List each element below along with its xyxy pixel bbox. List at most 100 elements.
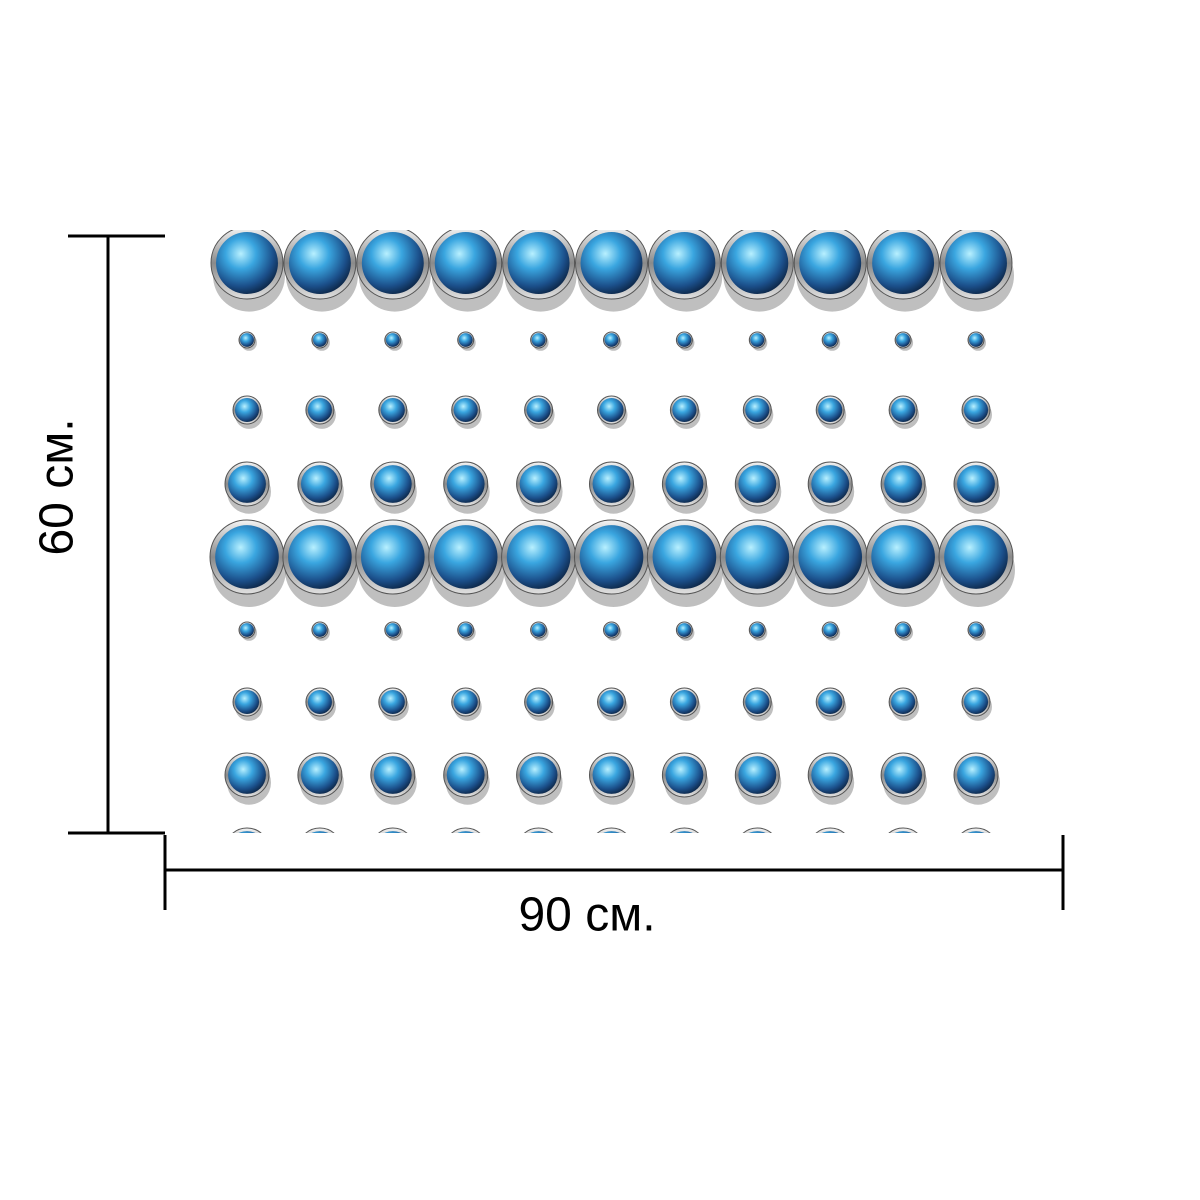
gem bbox=[677, 623, 692, 637]
gem bbox=[798, 525, 863, 589]
gem bbox=[385, 333, 400, 347]
gem bbox=[300, 756, 339, 794]
gem bbox=[872, 232, 935, 294]
gem bbox=[446, 465, 485, 503]
gem bbox=[894, 831, 912, 833]
gem bbox=[433, 525, 498, 589]
gem bbox=[526, 689, 551, 715]
gem bbox=[967, 831, 985, 833]
gem bbox=[526, 397, 551, 423]
gem bbox=[373, 465, 412, 503]
gem bbox=[818, 397, 843, 423]
gem bbox=[228, 465, 266, 503]
gem bbox=[216, 232, 278, 294]
gem bbox=[228, 756, 266, 794]
pattern bbox=[209, 230, 1015, 880]
gem bbox=[672, 397, 697, 423]
gem bbox=[457, 831, 474, 833]
gem bbox=[896, 623, 910, 637]
gem bbox=[957, 756, 995, 794]
gem bbox=[234, 397, 260, 423]
gem-shadow bbox=[373, 836, 417, 880]
gem bbox=[604, 333, 619, 347]
gem bbox=[749, 831, 766, 833]
gem-rim bbox=[596, 827, 627, 833]
gem bbox=[823, 333, 838, 347]
gem bbox=[240, 623, 254, 637]
gem bbox=[579, 525, 644, 589]
gem bbox=[738, 756, 777, 794]
gem bbox=[726, 232, 789, 294]
gem bbox=[811, 756, 850, 794]
gem bbox=[307, 689, 332, 715]
gem bbox=[380, 397, 405, 423]
gem bbox=[234, 689, 260, 715]
gem bbox=[818, 689, 843, 715]
gem bbox=[238, 831, 256, 833]
gem bbox=[384, 831, 402, 833]
gem bbox=[652, 525, 717, 589]
gem bbox=[531, 623, 546, 637]
gem bbox=[580, 232, 643, 294]
gem-shadow bbox=[227, 836, 271, 880]
gem bbox=[453, 689, 478, 715]
gem bbox=[530, 831, 547, 833]
gem bbox=[458, 333, 473, 347]
gem bbox=[944, 525, 1008, 589]
gem-shadow bbox=[956, 836, 1000, 880]
gem bbox=[677, 333, 692, 347]
gem bbox=[360, 525, 425, 589]
gem-rim bbox=[888, 827, 918, 833]
gem bbox=[665, 465, 704, 503]
gem bbox=[823, 623, 838, 637]
gem bbox=[672, 689, 697, 715]
gem bbox=[361, 232, 424, 294]
gem bbox=[307, 397, 332, 423]
gem bbox=[750, 333, 765, 347]
gem-shadow bbox=[883, 836, 927, 880]
gem bbox=[665, 756, 704, 794]
gem bbox=[604, 623, 619, 637]
gem bbox=[653, 232, 716, 294]
gem bbox=[385, 623, 400, 637]
gem bbox=[750, 623, 765, 637]
gem-shadow bbox=[592, 836, 636, 880]
gem-rim bbox=[305, 827, 335, 833]
gem bbox=[957, 465, 995, 503]
gem bbox=[884, 465, 923, 503]
gem-rim bbox=[378, 827, 408, 833]
gem bbox=[313, 333, 327, 347]
gem bbox=[738, 465, 777, 503]
gem bbox=[884, 756, 923, 794]
gem-rim bbox=[815, 827, 845, 833]
gem bbox=[821, 831, 839, 833]
gem bbox=[519, 756, 558, 794]
gem-shadow bbox=[810, 836, 854, 880]
gem bbox=[811, 465, 850, 503]
gem bbox=[891, 689, 916, 715]
gem-rim bbox=[961, 827, 991, 833]
gem bbox=[300, 465, 339, 503]
gem-rim bbox=[742, 827, 773, 833]
gem bbox=[799, 232, 862, 294]
gem bbox=[215, 525, 279, 589]
gem bbox=[380, 689, 405, 715]
gem-shadow bbox=[519, 836, 563, 880]
gem bbox=[311, 831, 329, 833]
gem bbox=[896, 333, 910, 347]
gem bbox=[453, 397, 478, 423]
gem bbox=[891, 397, 916, 423]
gem-shadow bbox=[737, 836, 781, 880]
gem bbox=[945, 232, 1007, 294]
gem bbox=[745, 397, 770, 423]
gem bbox=[373, 756, 412, 794]
gem bbox=[446, 756, 485, 794]
gem bbox=[969, 623, 983, 637]
gem bbox=[963, 397, 989, 423]
gem bbox=[288, 525, 352, 589]
gem bbox=[240, 333, 254, 347]
gem bbox=[969, 333, 983, 347]
gem bbox=[531, 333, 546, 347]
